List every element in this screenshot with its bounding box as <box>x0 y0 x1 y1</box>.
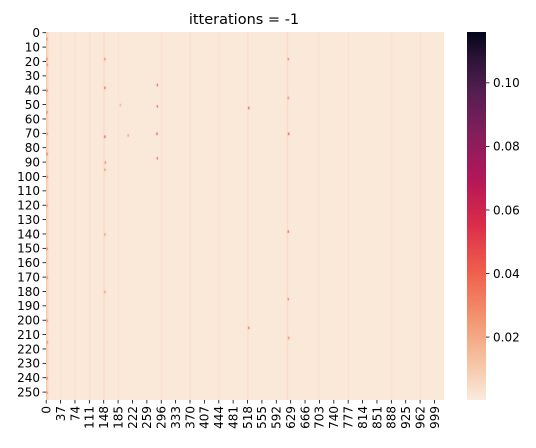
x-tick-label: 259 <box>140 406 154 429</box>
x-tick-label: 777 <box>341 406 355 429</box>
x-tick-label: 296 <box>155 406 169 429</box>
y-tick-label: 30 <box>25 69 40 83</box>
colorbar-tick-label: 0.10 <box>493 76 520 90</box>
x-tick-label: 629 <box>284 406 298 429</box>
x-tick-label: 185 <box>111 406 125 429</box>
heatmap-cells <box>46 32 444 400</box>
x-tick-label: 999 <box>428 406 442 429</box>
x-tick-label: 481 <box>226 406 240 429</box>
x-tick-label: 925 <box>399 406 413 429</box>
y-tick-label: 110 <box>17 184 40 198</box>
y-tick-label: 250 <box>17 385 40 399</box>
x-tick-label: 666 <box>298 406 312 429</box>
y-tick-label: 240 <box>17 371 40 385</box>
y-tick-label: 20 <box>25 55 40 69</box>
y-tick-label: 170 <box>17 270 40 284</box>
x-tick-label: 814 <box>356 406 370 429</box>
y-tick-label: 230 <box>17 357 40 371</box>
y-tick-label: 10 <box>25 40 40 54</box>
x-tick-label: 37 <box>54 406 68 421</box>
x-tick-label: 851 <box>370 406 384 429</box>
x-tick-label: 111 <box>83 406 97 429</box>
x-tick-label: 333 <box>169 406 183 429</box>
y-tick-label: 90 <box>25 155 40 169</box>
y-tick-label: 190 <box>17 299 40 313</box>
colorbar-tick-label: 0.04 <box>493 267 520 281</box>
y-tick-label: 100 <box>17 170 40 184</box>
colorbar-tick-label: 0.08 <box>493 140 520 154</box>
x-tick-label: 703 <box>313 406 327 429</box>
colorbar-axis: 0.02 0.04 0.06 0.08 0.10 <box>486 76 520 344</box>
colorbar-tick-label: 0.06 <box>493 203 520 217</box>
y-axis: 0102030405060708090100110120130140150160… <box>17 26 46 399</box>
y-tick-label: 80 <box>25 141 40 155</box>
y-tick-label: 200 <box>17 314 40 328</box>
y-tick-label: 140 <box>17 227 40 241</box>
x-tick-label: 0 <box>39 406 53 414</box>
x-tick-label: 518 <box>241 406 255 429</box>
x-tick-label: 370 <box>183 406 197 429</box>
y-tick-label: 210 <box>17 328 40 342</box>
y-tick-label: 70 <box>25 127 40 141</box>
y-tick-label: 50 <box>25 98 40 112</box>
x-axis: 0 37 74 111 148 185 222 259 296 333 370 407 444 481 51… <box>39 400 442 429</box>
chart-title: itterations = -1 <box>189 12 299 28</box>
y-tick-label: 0 <box>32 26 40 40</box>
colorbar-tick-label: 0.02 <box>493 330 520 344</box>
x-tick-label: 407 <box>198 406 212 429</box>
x-tick-label: 592 <box>270 406 284 429</box>
x-tick-label: 962 <box>413 406 427 429</box>
y-tick-label: 130 <box>17 213 40 227</box>
y-tick-label: 120 <box>17 199 40 213</box>
y-tick-label: 160 <box>17 256 40 270</box>
colorbar-gradient <box>467 32 486 400</box>
y-tick-label: 180 <box>17 285 40 299</box>
y-tick-label: 60 <box>25 112 40 126</box>
x-tick-label: 888 <box>385 406 399 429</box>
x-tick-label: 74 <box>68 406 82 421</box>
x-tick-label: 222 <box>126 406 140 429</box>
y-tick-label: 40 <box>25 84 40 98</box>
y-tick-label: 220 <box>17 342 40 356</box>
colorbar: 0.02 0.04 0.06 0.08 0.10 <box>467 32 520 400</box>
x-tick-label: 444 <box>212 406 226 429</box>
x-tick-label: 148 <box>97 406 111 429</box>
y-tick-label: 150 <box>17 242 40 256</box>
heatmap-plot-area <box>46 32 444 400</box>
x-tick-label: 740 <box>327 406 341 429</box>
x-tick-label: 555 <box>255 406 269 429</box>
